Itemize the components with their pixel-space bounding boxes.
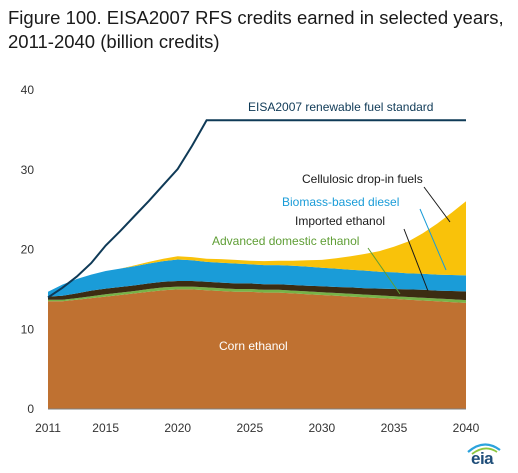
area-imported-ethanol xyxy=(48,281,466,301)
area-biomass-based-diesel xyxy=(48,259,466,297)
leader-cellulosic xyxy=(423,186,451,223)
y-tick-label: 0 xyxy=(27,402,34,416)
y-tick-label: 40 xyxy=(21,83,35,97)
standard-line xyxy=(47,119,466,299)
y-tick-label: 10 xyxy=(21,322,35,336)
annotation-leader-lines xyxy=(367,186,451,295)
standard-line-layer xyxy=(47,119,466,299)
leader-advanced xyxy=(367,247,401,295)
y-tick-label: 30 xyxy=(21,163,35,177)
x-tick-label: 2015 xyxy=(92,421,119,435)
annotation-advanced: Advanced domestic ethanol xyxy=(212,234,359,248)
y-tick-labels: 0 10 20 30 40 xyxy=(21,83,35,416)
annotation-imported: Imported ethanol xyxy=(295,214,385,228)
chart-title: Figure 100. EISA2007 RFS credits earned … xyxy=(8,7,504,52)
eia-logo-icon xyxy=(467,443,501,455)
x-tick-label: 2040 xyxy=(453,421,480,435)
area-cellulosic-drop-in-fuels xyxy=(48,201,466,292)
x-tick-label: 2020 xyxy=(164,421,191,435)
annotation-cellulosic: Cellulosic drop-in fuels xyxy=(302,172,423,186)
eia-logo-text: eia xyxy=(471,449,494,468)
annotation-biomass: Biomass-based diesel xyxy=(282,195,399,209)
area-corn-ethanol xyxy=(48,289,466,409)
area-layers xyxy=(48,201,466,409)
x-tick-label: 2035 xyxy=(381,421,408,435)
x-tick-label: 2025 xyxy=(236,421,263,435)
annotation-standard: EISA2007 renewable fuel standard xyxy=(248,100,433,114)
area-advanced-domestic-ethanol xyxy=(48,286,466,303)
annotation-corn: Corn ethanol xyxy=(219,339,288,353)
x-tick-label: 2030 xyxy=(309,421,336,435)
x-tick-labels: 2011 2015 2020 2025 2030 2035 2040 xyxy=(35,421,480,435)
leader-imported xyxy=(403,228,429,292)
y-tick-label: 20 xyxy=(21,243,35,257)
x-tick-label: 2011 xyxy=(35,421,61,435)
leader-biomass xyxy=(419,208,447,271)
